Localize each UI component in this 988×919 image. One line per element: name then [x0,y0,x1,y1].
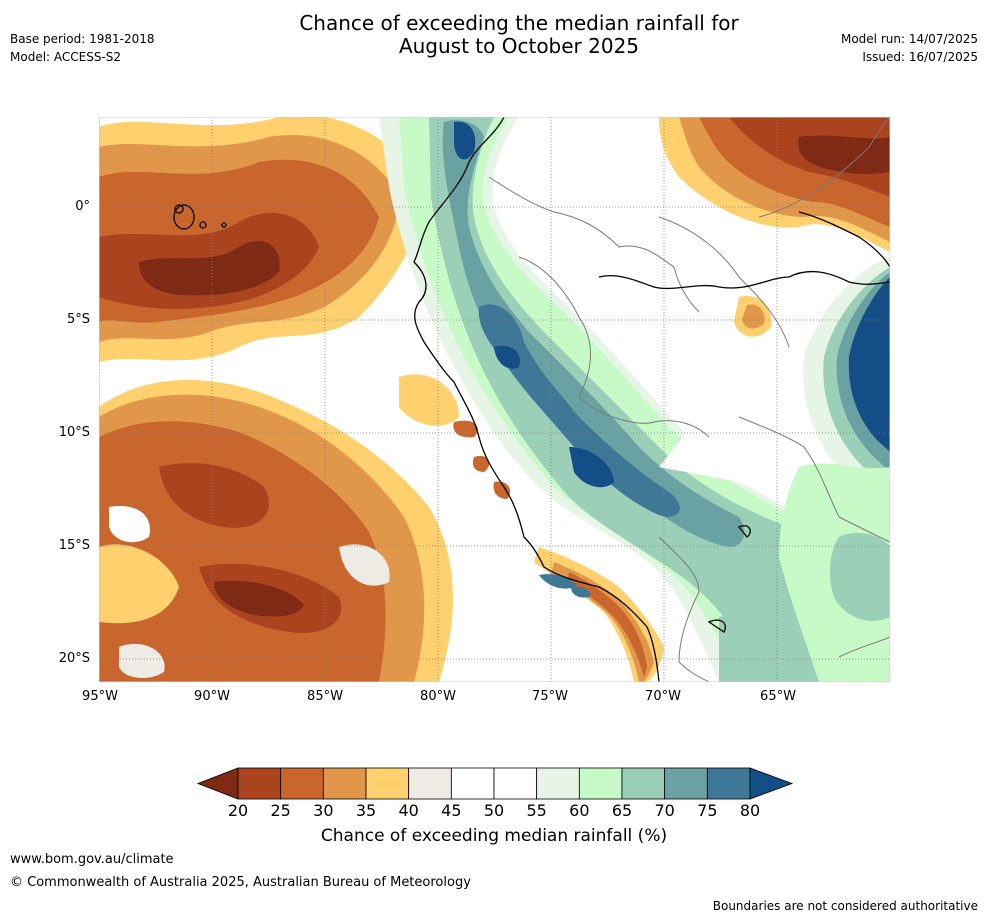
rainfall-probability-map [99,117,890,682]
colorbar-segment [664,767,708,800]
base-period: Base period: 1981-2018 [10,32,155,46]
lat-label-0: 0° [75,199,90,214]
national-borders [488,117,890,682]
map-title: Chance of exceeding the median rainfall … [244,12,794,58]
colorbar-over-arrow [749,767,794,800]
model-name: Model: ACCESS-S2 [10,50,122,64]
northeast-dry-region [659,117,890,337]
colorbar-tick-label: 35 [355,801,377,820]
colorbar-segment [322,767,367,800]
colorbar-tick-label: 55 [526,801,547,820]
title-line-1: Chance of exceeding the median rainfall … [299,11,739,35]
coastal-dry-strip [453,420,664,682]
colorbar-tick-label: 40 [398,801,419,820]
colorbar-segment [621,767,666,800]
colorbar-segment [706,767,751,800]
colorbar-segment [237,767,282,800]
colorbar-tick-label: 20 [227,801,249,820]
colorbar-tick-label: 50 [483,801,505,820]
lat-label-10s: 10°S [58,425,90,440]
lon-label-65w: 65°W [760,689,796,704]
colorbar-tick-label: 25 [270,801,291,820]
colorbar-tick-label: 80 [739,801,761,820]
footer-boundary-note: Boundaries are not considered authoritat… [712,899,978,913]
colorbar-tick-label: 30 [313,801,334,820]
lat-label-5s: 5°S [66,312,90,327]
lon-label-95w: 95°W [82,689,118,704]
lon-label-70w: 70°W [645,689,681,704]
lat-label-15s: 15°S [58,538,90,553]
lon-label-75w: 75°W [532,689,568,704]
title-line-2: August to October 2025 [398,34,640,58]
colorbar [196,767,794,800]
map-frame [99,117,890,682]
footer-url[interactable]: www.bom.gov.au/climate [10,852,174,867]
colorbar-segment [280,767,324,800]
model-run: Model run: 14/07/2025 [840,32,978,46]
colorbar-tick-label: 60 [569,801,590,820]
colorbar-tick-label: 75 [697,801,718,820]
colorbar-segment [365,767,410,800]
colorbar-segment [408,767,452,800]
lon-label-85w: 85°W [307,689,343,704]
colorbar-tick-label: 70 [654,801,675,820]
lon-label-90w: 90°W [194,689,230,704]
ocean-dry-region [99,117,459,682]
east-wet-region [719,257,890,682]
colorbar-under-arrow [196,767,239,800]
colorbar-segment [578,767,623,800]
coastlines [173,117,890,682]
lon-label-80w: 80°W [420,689,456,704]
colorbar-label: Chance of exceeding median rainfall (%) [320,826,668,846]
colorbar-segment [493,767,538,800]
colorbar-tick-label: 65 [611,801,633,820]
footer-copyright: © Commonwealth of Australia 2025, Austra… [10,875,471,890]
colorbar-segment [536,767,580,800]
colorbar-tick-label: 45 [441,801,462,820]
meta-right: Model run: 14/07/2025 Issued: 16/07/2025 [841,30,978,66]
graticule [99,117,890,682]
lat-label-20s: 20°S [58,651,90,666]
meta-left: Base period: 1981-2018 Model: ACCESS-S2 [10,30,155,66]
colorbar-segment [450,767,495,800]
issued-date: Issued: 16/07/2025 [862,50,978,64]
